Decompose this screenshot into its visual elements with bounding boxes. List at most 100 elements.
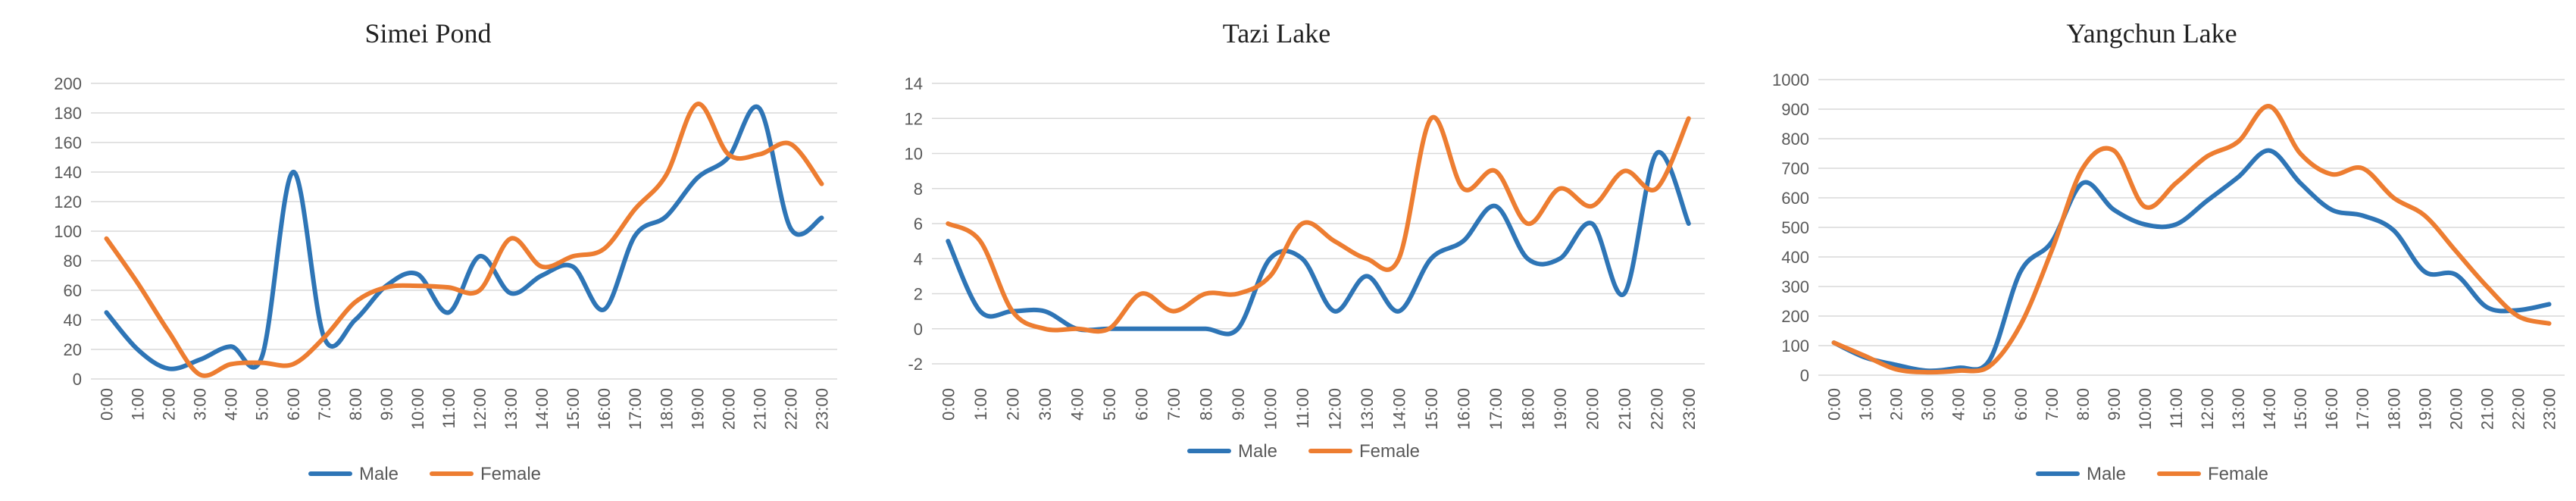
x-tick-label: 22:00	[2509, 388, 2528, 430]
gridlines	[1818, 79, 2565, 376]
x-tick-label: 4:00	[1068, 388, 1086, 421]
y-tick-label: 40	[64, 311, 82, 330]
x-tick-label: 22:00	[1647, 388, 1666, 430]
chart-title: Simei Pond	[364, 18, 491, 49]
y-tick-label: 120	[54, 193, 82, 211]
x-tick-label: 15:00	[1422, 388, 1441, 430]
series-line-female	[1831, 104, 2552, 375]
y-tick-label: 6	[914, 214, 923, 233]
legend-label-female: Female	[1359, 441, 1420, 462]
x-tick-label: 10:00	[408, 388, 427, 430]
y-tick-label: 80	[64, 252, 82, 271]
y-tick-label: 14	[905, 74, 923, 93]
legend: Male Female	[2036, 464, 2268, 484]
y-tick-label: 140	[54, 163, 82, 182]
x-tick-label: 17:00	[2353, 388, 2372, 430]
y-tick-label: 8	[914, 180, 923, 199]
x-tick-label: 12:00	[2198, 388, 2217, 430]
x-tick-label: 9:00	[2105, 388, 2124, 421]
x-tick-label: 3:00	[1918, 388, 1937, 421]
x-tick-label: 6:00	[284, 388, 303, 421]
x-tick-label: 10:00	[1261, 388, 1280, 430]
x-tick-label: 22:00	[781, 388, 800, 430]
y-tick-label: 4	[914, 249, 923, 268]
x-tick-label: 0:00	[939, 388, 958, 421]
x-tick-label: 16:00	[2322, 388, 2341, 430]
y-tick-label: 500	[1781, 218, 1809, 237]
x-tick-label: 20:00	[1583, 388, 1602, 430]
y-tick-label: 100	[54, 222, 82, 241]
chart-title: Tazi Lake	[1223, 18, 1330, 49]
chart-panel-simei-pond: Simei Pond 0 20 40 60 80 100 120 140 160 180 200 0:0…	[0, 0, 849, 501]
x-tick-label: 7:00	[2043, 388, 2062, 421]
y-tick-label: 0	[914, 320, 923, 339]
x-tick-label: 10:00	[2136, 388, 2155, 430]
x-tick-label: 1:00	[129, 388, 148, 421]
x-tick-label: 14:00	[1390, 388, 1408, 430]
series-line-female	[104, 102, 824, 378]
chart-simei-pond: Simei Pond 0 20 40 60 80 100 120 140 160 180 200 0:0…	[54, 18, 837, 484]
y-tick-label: 100	[1781, 337, 1809, 355]
x-tick-label: 2:00	[1003, 388, 1022, 421]
x-tick-label: 0:00	[98, 388, 117, 421]
x-tick-label: 23:00	[1680, 388, 1699, 430]
x-tick-label: 0:00	[1825, 388, 1844, 421]
y-tick-label: -2	[908, 355, 923, 374]
x-tick-label: 23:00	[2540, 388, 2559, 430]
x-tick-label: 12:00	[470, 388, 489, 430]
y-tick-label: 300	[1781, 277, 1809, 296]
series-male	[946, 149, 1691, 337]
legend: Male Female	[1187, 441, 1420, 462]
gridlines	[91, 83, 837, 380]
y-tick-label: 160	[54, 133, 82, 152]
x-tick-label: 20:00	[719, 388, 738, 430]
x-tick-label: 8:00	[1196, 388, 1215, 421]
x-tick-label: 7:00	[315, 388, 334, 421]
x-tick-label: 18:00	[2384, 388, 2403, 430]
x-tick-label: 15:00	[2291, 388, 2310, 430]
y-tick-label: 60	[64, 281, 82, 300]
x-tick-label: 1:00	[971, 388, 990, 421]
x-tick-label: 13:00	[2229, 388, 2248, 430]
series-line-female	[946, 114, 1691, 334]
y-tick-label: 180	[54, 104, 82, 123]
x-tick-label: 16:00	[595, 388, 614, 430]
x-tick-label: 17:00	[626, 388, 645, 430]
x-tick-label: 5:00	[1100, 388, 1119, 421]
x-tick-label: 11:00	[1293, 388, 1312, 428]
series-female	[104, 102, 824, 378]
x-tick-label: 21:00	[750, 388, 769, 430]
x-tick-label: 23:00	[812, 388, 831, 430]
x-tick-label: 9:00	[1229, 388, 1248, 421]
chart-yangchun-lake: Yangchun Lake 0 100 200 300 400 500 600 700 800 90…	[1772, 18, 2565, 484]
x-tick-label: 5:00	[253, 388, 272, 421]
chart-panel-yangchun-lake: Yangchun Lake 0 100 200 300 400 500 600 700 800 90…	[1735, 0, 2576, 501]
x-tick-label: 13:00	[1358, 388, 1377, 430]
y-tick-label: 800	[1781, 130, 1809, 149]
chart-tazi-lake: Tazi Lake -2 0 2 4 6 8 10 12 14 0:00 1:00 2:00 3:00 4:…	[905, 18, 1705, 462]
y-tick-label: 2	[914, 285, 923, 304]
y-tick-label: 0	[73, 370, 82, 389]
legend: Male Female	[308, 464, 541, 484]
y-tick-label: 200	[54, 74, 82, 93]
x-tick-label: 20:00	[2446, 388, 2465, 430]
x-tick-label: 19:00	[1551, 388, 1570, 430]
series-female	[946, 114, 1691, 334]
series-female	[1831, 104, 2552, 375]
y-tick-label: 600	[1781, 189, 1809, 208]
x-tick-label: 3:00	[191, 388, 210, 421]
x-tick-label: 9:00	[377, 388, 396, 421]
legend-label-male: Male	[2087, 464, 2126, 484]
chart-panel-tazi-lake: Tazi Lake -2 0 2 4 6 8 10 12 14 0:00 1:00 2:00 3:00 4:…	[864, 0, 1720, 501]
x-tick-label: 2:00	[160, 388, 179, 421]
y-tick-label: 10	[905, 145, 923, 164]
x-tick-label: 6:00	[1132, 388, 1151, 421]
x-tick-label: 2:00	[1887, 388, 1906, 421]
x-tick-label: 3:00	[1036, 388, 1055, 421]
series-line-male	[1831, 148, 2552, 374]
x-tick-label: 13:00	[502, 388, 521, 430]
y-tick-label: 12	[905, 109, 923, 128]
legend-label-male: Male	[359, 464, 399, 484]
x-tick-label: 6:00	[2012, 388, 2030, 421]
x-tick-label: 18:00	[657, 388, 676, 430]
